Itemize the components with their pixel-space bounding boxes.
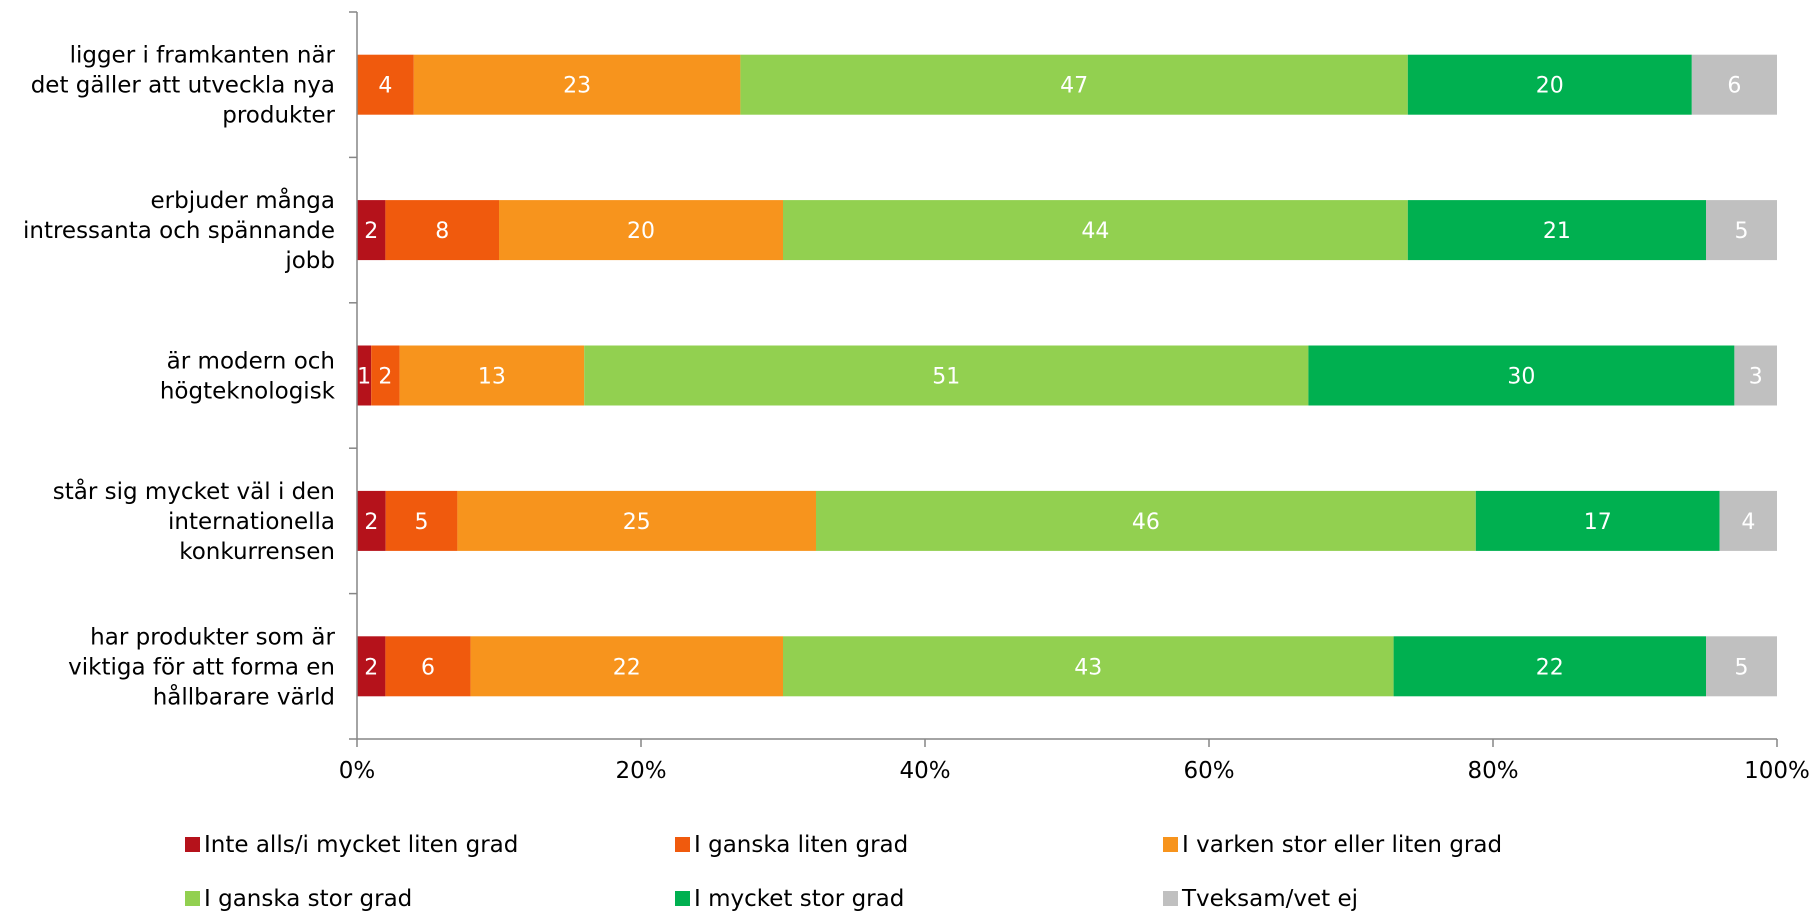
category-label: viktiga för att forma en: [68, 654, 335, 680]
legend-label: I ganska stor grad: [204, 886, 412, 912]
bar-segment: [371, 345, 400, 406]
bar-segment: [1475, 490, 1720, 551]
category-label: står sig mycket väl i den: [53, 477, 335, 505]
data-label: 6: [421, 655, 435, 680]
legend: Inte alls/i mycket liten grad I ganska li…: [185, 832, 1502, 912]
bar-segment: [783, 200, 1408, 261]
bar-segment: [499, 200, 783, 261]
legend-label: I mycket stor grad: [694, 886, 904, 912]
bar-segment: [1407, 200, 1706, 261]
bar-segment: [1308, 345, 1735, 406]
legend-swatch: [185, 891, 200, 906]
data-label: 5: [1735, 655, 1749, 680]
data-label: 20: [627, 219, 655, 244]
legend-swatch: [675, 837, 690, 852]
bar-segment: [385, 636, 471, 697]
bar-segment: [1691, 54, 1777, 115]
bar-segment: [357, 345, 372, 406]
bar-segment: [1734, 345, 1777, 406]
category-label: är modern och: [167, 349, 335, 375]
bar-segment: [783, 636, 1394, 697]
data-label: 46: [1132, 510, 1160, 535]
category-label: högteknologisk: [160, 379, 336, 405]
bar-segment: [357, 636, 386, 697]
data-label: 1: [357, 365, 371, 390]
data-label: 13: [478, 365, 506, 390]
legend-swatch: [1163, 891, 1178, 906]
category-label: jobb: [284, 248, 335, 274]
data-label: 43: [1074, 655, 1102, 680]
data-label: 22: [1536, 655, 1564, 680]
data-label: 5: [415, 510, 429, 535]
bar-segment: [385, 490, 458, 551]
legend-label: I varken stor eller liten grad: [1182, 832, 1502, 858]
legend-swatch: [1163, 837, 1178, 852]
legend-label: Inte alls/i mycket liten grad: [204, 832, 518, 858]
bar-segment: [815, 490, 1476, 551]
bar-segment: [470, 636, 783, 697]
bar-segment: [740, 54, 1408, 115]
bar-segment: [457, 490, 816, 551]
category-label: produkter: [222, 103, 335, 129]
x-tick-label: 100%: [1744, 758, 1810, 784]
data-label: 30: [1507, 365, 1535, 390]
bar-segment: [1706, 636, 1777, 697]
category-label: ligger i framkanten när: [70, 43, 336, 69]
bar-segment: [1706, 200, 1777, 261]
bar-segment: [385, 200, 499, 261]
bar-segment: [584, 345, 1309, 406]
bar-segment: [1407, 54, 1692, 115]
category-label: det gäller att utveckla nya: [31, 73, 335, 99]
bar-segment: [1393, 636, 1706, 697]
data-label: 6: [1727, 74, 1741, 99]
bar-segment: [357, 200, 386, 261]
data-label: 20: [1536, 74, 1564, 99]
bar-segment: [399, 345, 585, 406]
bar-segment: [357, 490, 386, 551]
legend-swatch: [675, 891, 690, 906]
data-label: 22: [613, 655, 641, 680]
axis-layer: ligger i framkanten när det gäller att ut…: [23, 11, 1810, 784]
x-tick-label: 40%: [899, 758, 950, 784]
legend-label: I ganska liten grad: [694, 832, 908, 858]
bar-segment: [1719, 490, 1777, 551]
legend-swatch: [185, 837, 200, 852]
data-label: 5: [1735, 219, 1749, 244]
data-label: 47: [1060, 74, 1088, 99]
category-label: intressanta och spännande: [23, 218, 335, 244]
data-label: 3: [1749, 365, 1763, 390]
data-label: 2: [364, 219, 378, 244]
category-label: konkurrensen: [179, 539, 335, 565]
bar-segment: [413, 54, 741, 115]
category-label: har produkter som är: [90, 624, 335, 650]
category-label: hållbarare värld: [153, 682, 335, 710]
data-label: 4: [1741, 510, 1755, 535]
data-label: 23: [563, 74, 591, 99]
category-label: internationella: [168, 509, 335, 535]
bars-layer: 4 23 47 20 62 8 20 44 21 51 2 13 51 30 32 5 25 46 17 42 6 22 4…: [357, 54, 1777, 697]
x-tick-label: 0%: [339, 758, 376, 784]
data-label: 44: [1081, 219, 1109, 244]
data-label: 21: [1543, 219, 1571, 244]
data-label: 2: [378, 365, 392, 390]
x-tick-label: 20%: [615, 758, 666, 784]
data-label: 17: [1584, 510, 1612, 535]
bar-segment: [357, 54, 414, 115]
data-label: 8: [435, 219, 449, 244]
category-label: erbjuder många: [151, 186, 335, 214]
data-label: 2: [364, 655, 378, 680]
x-tick-label: 60%: [1183, 758, 1234, 784]
data-label: 25: [623, 510, 651, 535]
data-label: 4: [378, 74, 392, 99]
legend-label: Tveksam/vet ej: [1181, 886, 1358, 912]
data-label: 2: [364, 510, 378, 535]
data-label: 51: [932, 365, 960, 390]
x-tick-label: 80%: [1467, 758, 1518, 784]
